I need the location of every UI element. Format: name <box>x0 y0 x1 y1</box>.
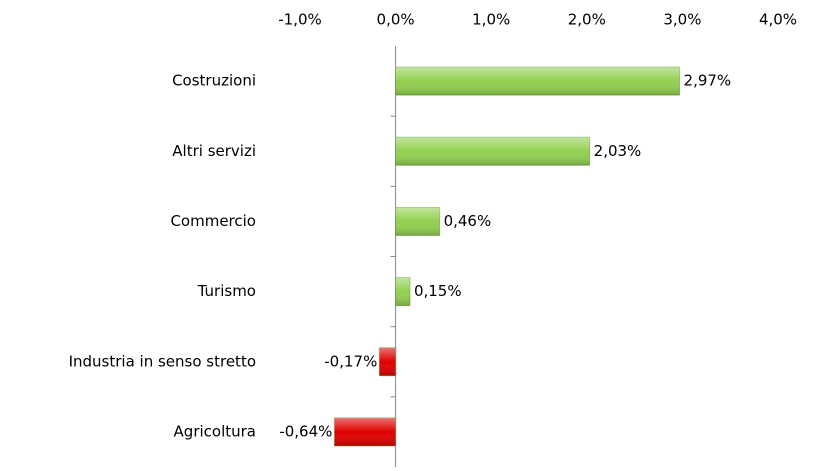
x-tick-label: 3,0% <box>663 11 701 29</box>
value-label: 0,46% <box>444 212 492 230</box>
bar-gloss <box>334 417 396 446</box>
bar-gloss <box>379 347 396 376</box>
x-tick-label: 2,0% <box>568 11 606 29</box>
category-label: Costruzioni <box>172 72 256 90</box>
value-label: 0,15% <box>414 282 462 300</box>
category-label: Agricoltura <box>174 422 256 440</box>
category-label: Turismo <box>197 282 256 300</box>
x-tick-label: -1,0% <box>278 11 322 29</box>
bar-gloss <box>395 67 680 96</box>
x-tick-label: 4,0% <box>759 11 797 29</box>
x-tick-label: 1,0% <box>472 11 510 29</box>
value-label: 2,03% <box>594 142 642 160</box>
value-label: -0,64% <box>279 422 332 440</box>
x-tick-label: 0,0% <box>377 11 415 29</box>
bar-gloss <box>395 277 410 306</box>
value-label: 2,97% <box>684 72 732 90</box>
bar-gloss <box>395 207 440 236</box>
category-label: Industria in senso stretto <box>69 352 256 370</box>
bar-gloss <box>395 137 590 166</box>
value-label: -0,17% <box>324 352 377 370</box>
category-label: Altri servizi <box>172 142 256 160</box>
category-label: Commercio <box>170 212 256 230</box>
